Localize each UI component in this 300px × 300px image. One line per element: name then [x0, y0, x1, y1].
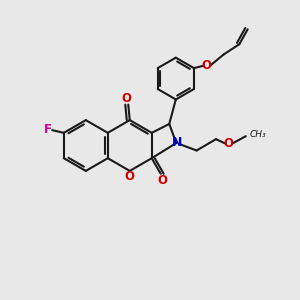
- Text: O: O: [122, 92, 132, 105]
- Text: O: O: [157, 174, 167, 187]
- Text: O: O: [202, 59, 212, 72]
- Text: O: O: [125, 170, 135, 183]
- Text: O: O: [224, 137, 233, 150]
- Text: CH₃: CH₃: [249, 130, 266, 139]
- Text: F: F: [44, 123, 52, 136]
- Text: N: N: [172, 136, 182, 149]
